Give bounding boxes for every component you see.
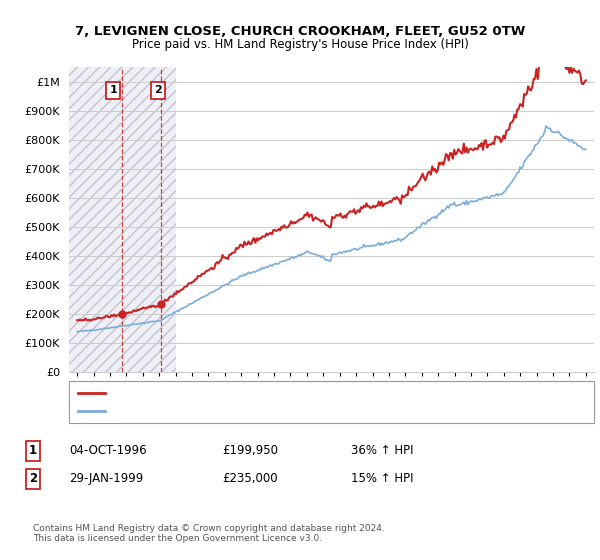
Text: 15% ↑ HPI: 15% ↑ HPI [351, 472, 413, 486]
Text: £235,000: £235,000 [222, 472, 278, 486]
Text: 7, LEVIGNEN CLOSE, CHURCH CROOKHAM, FLEET, GU52 0TW: 7, LEVIGNEN CLOSE, CHURCH CROOKHAM, FLEE… [75, 25, 525, 38]
Text: Price paid vs. HM Land Registry's House Price Index (HPI): Price paid vs. HM Land Registry's House … [131, 38, 469, 50]
Bar [69, 67, 176, 372]
Text: 2: 2 [154, 86, 162, 95]
Text: 29-JAN-1999: 29-JAN-1999 [69, 472, 143, 486]
Text: 04-OCT-1996: 04-OCT-1996 [69, 444, 146, 458]
Text: 36% ↑ HPI: 36% ↑ HPI [351, 444, 413, 458]
Text: Contains HM Land Registry data © Crown copyright and database right 2024.
This d: Contains HM Land Registry data © Crown c… [33, 524, 385, 543]
Text: 2: 2 [29, 472, 37, 486]
Text: 1: 1 [109, 86, 117, 95]
Text: 1: 1 [29, 444, 37, 458]
Text: HPI: Average price, detached house, Hart: HPI: Average price, detached house, Hart [110, 406, 316, 416]
Text: 7, LEVIGNEN CLOSE, CHURCH CROOKHAM, FLEET, GU52 0TW (detached house): 7, LEVIGNEN CLOSE, CHURCH CROOKHAM, FLEE… [110, 388, 505, 398]
Text: £199,950: £199,950 [222, 444, 278, 458]
